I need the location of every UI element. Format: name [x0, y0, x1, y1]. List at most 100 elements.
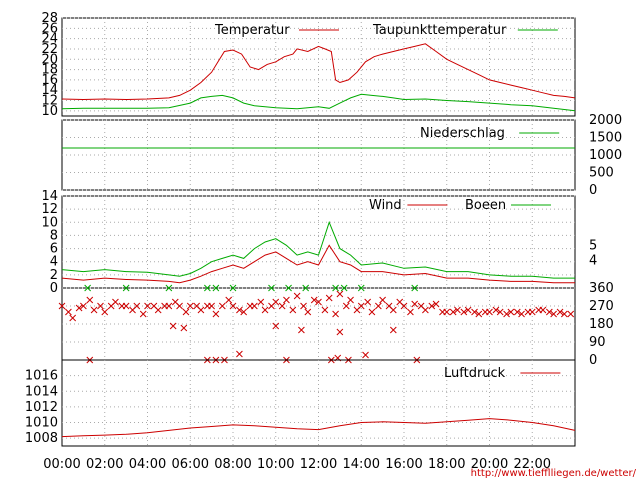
wind-direction-point	[528, 308, 536, 316]
panel-wind-direction: 0 90 180 270 360	[58, 281, 614, 368]
wind-direction-point	[503, 310, 510, 318]
x-tick-label: 06:00	[172, 457, 209, 472]
y-tick-label: 22	[41, 42, 58, 57]
wind-direction-point	[218, 302, 226, 310]
wind-direction-point	[304, 308, 312, 316]
wind-direction-point	[496, 308, 504, 316]
wind-direction-point	[261, 306, 269, 314]
wind-direction-point	[443, 308, 451, 316]
wind-direction-point	[90, 306, 98, 314]
y-tick-label: 1012	[25, 400, 58, 415]
wind-direction-point	[283, 296, 290, 304]
wind-direction-point	[550, 310, 557, 318]
wind-direction-point	[464, 306, 472, 314]
y-right-tick-label: 270	[589, 299, 614, 314]
wind-direction-point	[139, 310, 147, 318]
series-boeen	[61, 220, 575, 279]
wind-direction-point	[507, 308, 515, 316]
wind-direction-point	[300, 302, 307, 310]
y-tick-label: 1010	[25, 416, 58, 431]
y-right-tick-label: 2000	[589, 113, 622, 128]
wind-direction-point	[133, 302, 141, 310]
y-right-tick-label: 1500	[589, 131, 622, 146]
wind-direction-point	[357, 302, 365, 310]
legend-label: Taupunkttemperatur	[372, 23, 507, 38]
wind-direction-point	[212, 284, 220, 292]
y-tick-label: 1016	[25, 369, 58, 384]
wind-direction-point	[97, 302, 104, 310]
wind-direction-point	[407, 308, 414, 316]
y-tick-label: 8	[50, 228, 58, 243]
y-tick-label: 14	[41, 83, 58, 98]
wind-direction-point	[165, 302, 173, 310]
legend-label: Wind	[369, 198, 402, 213]
wind-direction-point	[272, 322, 280, 330]
wind-direction-point	[471, 308, 478, 316]
wind-direction-point	[212, 310, 220, 318]
wind-direction-point	[208, 302, 215, 310]
wind-direction-point	[518, 310, 525, 318]
wind-direction-point	[567, 310, 575, 318]
panel-precipitation: 0 500 1000 1500 2000 Niederschlag	[61, 113, 622, 198]
wind-direction-point	[86, 296, 94, 304]
wind-direction-point	[165, 284, 173, 292]
x-tick-label: 22:00	[514, 457, 551, 472]
wind-direction-point	[186, 302, 194, 310]
y-right-tick-label: 90	[589, 335, 606, 350]
wind-direction-point	[75, 304, 83, 312]
wind-direction-point	[315, 298, 322, 306]
wind-direction-point	[144, 302, 151, 310]
wind-direction-point	[389, 326, 397, 334]
wind-direction-point	[362, 351, 369, 359]
wind-direction-point	[69, 314, 77, 322]
wind-direction-point	[321, 306, 329, 314]
y-right-tick-label: 360	[589, 281, 614, 296]
legend-label: Luftdruck	[444, 366, 506, 381]
y-tick-label: 28	[41, 11, 58, 26]
wind-direction-point	[197, 306, 205, 314]
x-tick-label: 14:00	[343, 457, 380, 472]
wind-direction-point	[368, 308, 376, 316]
wind-direction-point	[285, 284, 292, 292]
wind-direction-point	[268, 284, 275, 292]
y-tick-label: 12	[41, 94, 58, 109]
x-tick-label: 12:00	[300, 457, 337, 472]
wind-direction-point	[545, 308, 553, 316]
wind-direction-point	[278, 302, 286, 310]
wind-direction-point	[411, 284, 419, 292]
wind-direction-point	[560, 310, 568, 318]
wind-direction-point	[513, 308, 521, 316]
wind-direction-point	[357, 284, 365, 292]
series-luftdruck	[61, 418, 576, 438]
x-tick-label: 00:00	[43, 457, 80, 472]
y-right-tick-label: 4	[589, 253, 597, 268]
wind-direction-point	[169, 322, 177, 330]
wind-direction-point	[379, 296, 386, 304]
y-tick-label: 12	[41, 202, 58, 217]
wind-direction-point	[310, 296, 318, 304]
wind-direction-point	[236, 350, 243, 358]
wind-direction-point	[475, 310, 483, 318]
wind-direction-point	[539, 306, 547, 314]
wind-direction-point	[428, 302, 436, 310]
wind-direction-point	[336, 328, 344, 336]
y-tick-label: 10	[41, 215, 58, 230]
y-tick-label: 26	[41, 21, 58, 36]
wind-direction-point	[80, 302, 87, 310]
wind-direction-point	[460, 308, 468, 316]
y-tick-label: 18	[41, 63, 58, 78]
series-temperatur	[61, 43, 576, 101]
wind-direction-point	[556, 308, 564, 316]
wind-direction-point	[154, 306, 162, 314]
wind-direction-point	[182, 308, 190, 316]
wind-direction-point	[65, 308, 72, 316]
wind-direction-point	[332, 310, 339, 318]
wind-direction-point	[84, 284, 92, 292]
y-tick-label: 4	[50, 255, 58, 270]
wind-direction-point	[340, 284, 348, 292]
y-tick-label: 0	[50, 281, 58, 296]
wind-direction-point	[389, 306, 397, 314]
